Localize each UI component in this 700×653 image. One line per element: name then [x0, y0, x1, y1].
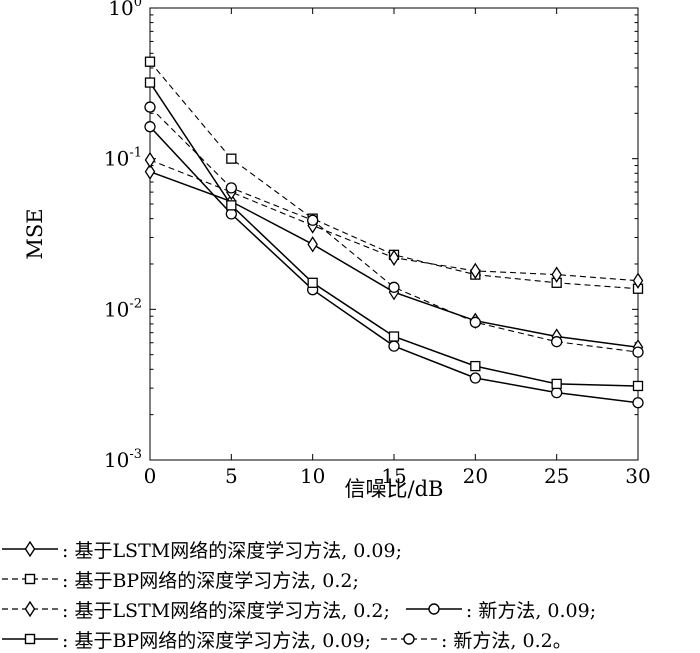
- legend-label: : 基于BP网络的深度学习方法, 0.2;: [62, 569, 359, 592]
- series-4: [144, 77, 644, 392]
- legend-label: : 基于LSTM网络的深度学习方法, 0.09;: [62, 539, 402, 562]
- circle-marker: [388, 281, 400, 293]
- legend-swatch-square-solid-icon: [2, 633, 58, 645]
- legend-swatch-diamond-dashed-icon: [2, 600, 58, 618]
- series-5: [144, 101, 644, 358]
- legend-swatch-square-dashed-icon: [2, 573, 58, 585]
- diamond-marker: [388, 249, 400, 266]
- circle-marker: [632, 397, 644, 409]
- diamond-marker: [470, 262, 481, 280]
- square-marker: [470, 360, 481, 372]
- legend-item-new-02: : 新方法, 0.2。: [379, 626, 572, 653]
- square-marker: [388, 331, 400, 342]
- legend-label: : 新方法, 0.2。: [440, 629, 572, 652]
- legend-label: : 基于BP网络的深度学习方法, 0.09;: [62, 629, 371, 652]
- circle-marker: [388, 340, 400, 352]
- square-marker: [226, 153, 237, 164]
- diamond-marker: [551, 266, 562, 283]
- legend-row-2: : 基于BP网络的深度学习方法, 0.2;: [0, 566, 359, 592]
- circle-marker: [551, 386, 563, 399]
- series-line: [149, 106, 639, 353]
- diamond-marker: [144, 151, 156, 169]
- plot-area-frame: [149, 7, 639, 461]
- x-tick-label: 30: [625, 464, 650, 488]
- x-tick-label: 0: [144, 464, 157, 488]
- legend-item-bp-02: : 基于BP网络的深度学习方法, 0.2;: [0, 566, 359, 593]
- y-tick-label: 10-3: [104, 447, 142, 472]
- diamond-marker: [307, 236, 318, 253]
- y-tick-label: 100: [108, 0, 142, 20]
- y-tick-label: 10-2: [104, 296, 142, 321]
- circle-marker: [144, 101, 156, 113]
- legend-item-bp-009: : 基于BP网络的深度学习方法, 0.09;: [0, 626, 371, 653]
- x-axis-label: 信噪比/dB: [345, 477, 444, 501]
- square-marker: [551, 378, 562, 390]
- x-axis-ticks: 0 5 10 15 20 25 30: [144, 8, 651, 488]
- x-tick-label: 10: [300, 464, 325, 488]
- x-tick-label: 5: [225, 464, 238, 488]
- circle-marker: [469, 372, 481, 384]
- mse-chart: 100 10-1 10-2 10-3 0 5 10 15 20 25 30 信噪比/dB MSE: [23, 0, 651, 501]
- diamond-marker: [144, 163, 156, 180]
- series-layer: [144, 56, 644, 409]
- legend-item-lstm-009: : 基于LSTM网络的深度学习方法, 0.09;: [0, 536, 402, 563]
- circle-marker: [225, 182, 237, 194]
- legend-row-3: : 基于LSTM网络的深度学习方法, 0.2; : 新方法, 0.09;: [0, 596, 596, 622]
- diamond-marker: [632, 272, 644, 289]
- legend-row-1: : 基于LSTM网络的深度学习方法, 0.09;: [0, 536, 402, 562]
- series-3: [144, 121, 644, 409]
- square-marker: [144, 77, 156, 88]
- y-axis-label: MSE: [23, 208, 47, 259]
- square-marker: [632, 380, 644, 392]
- x-tick-label: 15: [381, 464, 406, 488]
- square-marker: [144, 56, 156, 67]
- circle-marker: [632, 346, 644, 358]
- y-tick-label: 10-1: [104, 146, 142, 171]
- series-2: [144, 151, 644, 289]
- legend-swatch-circle-solid-icon: [405, 603, 462, 615]
- square-marker: [226, 200, 237, 211]
- legend-item-lstm-02: : 基于LSTM网络的深度学习方法, 0.2;: [0, 596, 390, 623]
- legend-label: : 基于LSTM网络的深度学习方法, 0.2;: [62, 599, 390, 622]
- circle-marker: [551, 336, 563, 348]
- legend-swatch-circle-dashed-icon: [380, 633, 437, 645]
- circle-marker: [469, 316, 481, 328]
- legend-item-new-009: : 新方法, 0.09;: [404, 596, 596, 623]
- legend-swatch-diamond-solid-icon: [2, 540, 58, 558]
- circle-marker: [144, 121, 156, 133]
- x-tick-label: 25: [544, 464, 569, 488]
- y-axis-ticks: 100 10-1 10-2 10-3: [104, 0, 638, 472]
- legend-row-4: : 基于BP网络的深度学习方法, 0.09; : 新方法, 0.2。: [0, 626, 572, 652]
- square-marker: [307, 277, 318, 288]
- circle-marker: [307, 214, 319, 226]
- x-tick-label: 20: [463, 464, 488, 488]
- legend-label: : 新方法, 0.09;: [465, 599, 597, 622]
